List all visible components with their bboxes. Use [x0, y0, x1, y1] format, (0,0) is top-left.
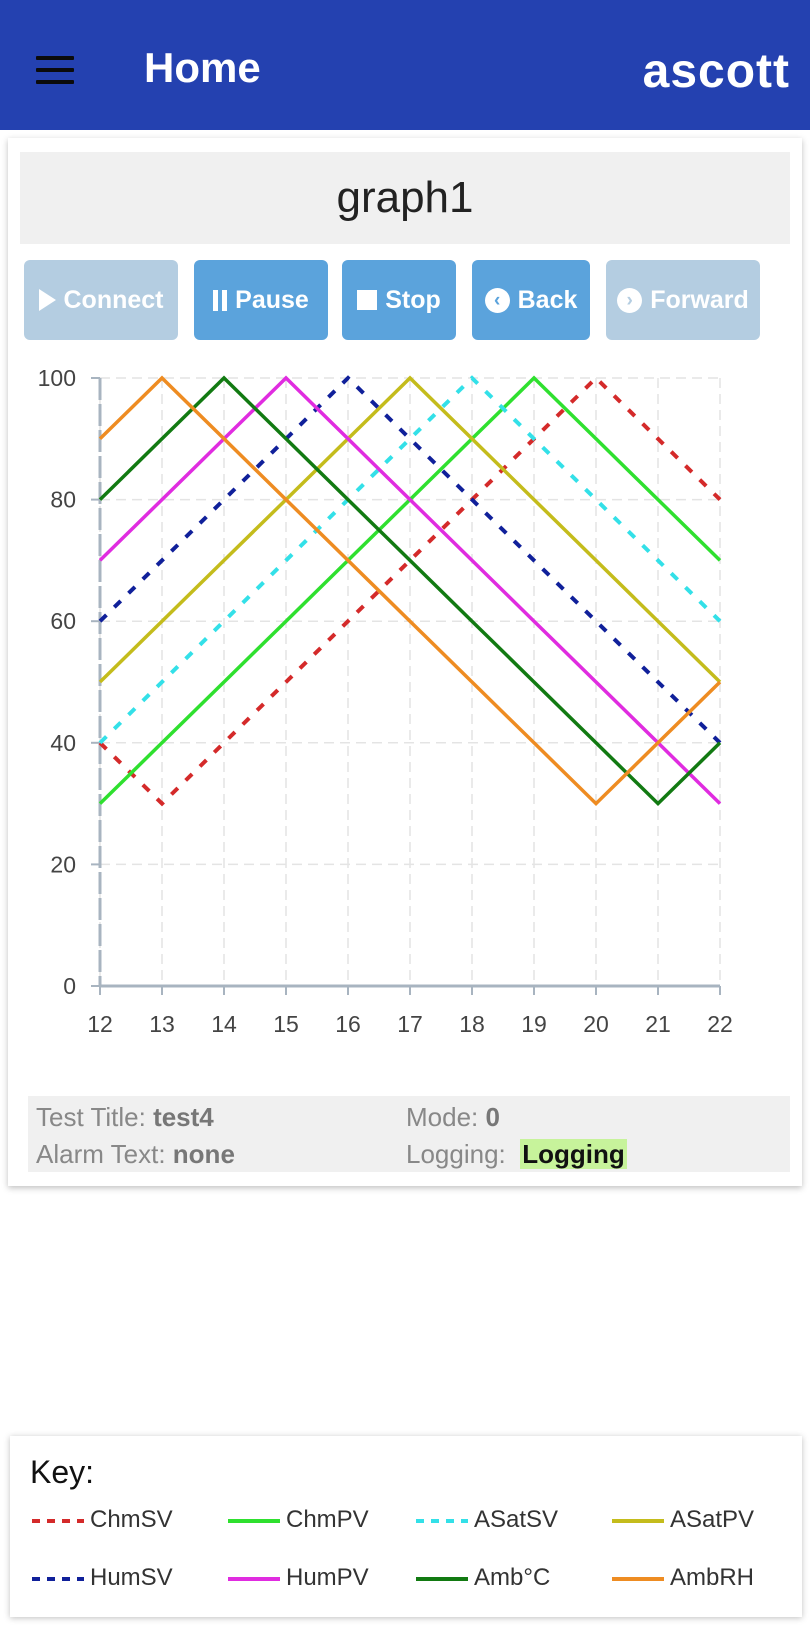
graph-title: graph1 [20, 152, 790, 244]
forward-button-label: Forward [650, 285, 749, 314]
back-button-label: Back [517, 285, 578, 314]
chevron-left-circle-icon: ‹ [484, 287, 510, 313]
test-title-row: Test Title: test4 [36, 1102, 214, 1133]
x-tick-label: 18 [459, 1011, 485, 1037]
app-bar: Home ascott [0, 0, 810, 130]
x-tick-label: 16 [335, 1011, 361, 1037]
page-title: Home [144, 44, 261, 91]
legend-label: HumPV [286, 1564, 369, 1591]
x-tick-label: 14 [211, 1011, 237, 1037]
logging-status-badge: Logging [520, 1139, 627, 1169]
line-chart: 12 13 14 15 16 17 18 19 20 21 22 0 20 40 60 80 100 [38, 365, 733, 1037]
series-line-ambc [98, 375, 722, 807]
legend-label: ChmPV [286, 1506, 369, 1533]
legend-swatch [416, 1577, 468, 1581]
legend-item: ChmSV [30, 1506, 220, 1534]
legend-swatch [228, 1519, 280, 1523]
x-tick-label: 15 [273, 1011, 299, 1037]
chevron-right-circle-icon: › [617, 287, 643, 313]
play-icon [38, 289, 56, 311]
mode-row: Mode: 0 [406, 1102, 500, 1133]
pause-button-label: Pause [235, 285, 309, 314]
alarm-text-label: Alarm Text: [36, 1139, 166, 1169]
pause-button[interactable]: Pause [194, 260, 328, 340]
legend-swatch [612, 1577, 664, 1581]
legend-item: AmbRH [610, 1564, 800, 1592]
legend-item: ASatPV [610, 1506, 800, 1534]
x-tick-label: 13 [149, 1011, 175, 1037]
alarm-text-value: none [172, 1139, 235, 1169]
x-tick-label: 19 [521, 1011, 547, 1037]
legend-label: HumSV [90, 1564, 173, 1591]
x-tick-label: 17 [397, 1011, 423, 1037]
x-tick-label: 22 [707, 1011, 733, 1037]
legend-item: HumPV [226, 1564, 416, 1592]
x-tick-label: 12 [87, 1011, 113, 1037]
legend-swatch [32, 1577, 84, 1581]
stop-button[interactable]: Stop [342, 260, 456, 340]
legend-card: Key: ChmSV ChmPV ASatSV ASatPV HumSV HumPV Amb… [10, 1436, 802, 1617]
logging-row: Logging: Logging [406, 1139, 627, 1170]
series-line-asatpv [98, 375, 722, 684]
x-tick-label: 21 [645, 1011, 671, 1037]
series-line-ambrh [98, 375, 722, 807]
series-line-humpv [98, 375, 722, 805]
legend-label: ChmSV [90, 1506, 173, 1533]
legend-swatch [32, 1519, 84, 1523]
y-tick-label: 0 [63, 973, 76, 999]
mode-label: Mode: [406, 1102, 479, 1132]
alarm-text-row: Alarm Text: none [36, 1139, 235, 1170]
forward-button[interactable]: › Forward [606, 260, 760, 340]
status-panel: Test Title: test4 Alarm Text: none Mode:… [28, 1096, 790, 1172]
legend-label: AmbRH [670, 1564, 755, 1591]
legend-swatch [612, 1519, 664, 1523]
y-tick-label: 20 [50, 851, 76, 877]
pause-icon [213, 289, 228, 311]
y-tick-label: 60 [50, 608, 76, 634]
legend-label: Amb°C [474, 1564, 551, 1591]
legend-title: Key: [30, 1454, 95, 1490]
hamburger-menu-icon[interactable] [36, 56, 74, 84]
y-tick-label: 100 [38, 365, 76, 391]
stop-icon [357, 290, 378, 310]
test-title-value: test4 [153, 1102, 214, 1132]
x-tick-label: 20 [583, 1011, 609, 1037]
series-line-humsv [98, 375, 722, 745]
logging-label: Logging: [406, 1139, 506, 1169]
series-line-asatsv [98, 375, 722, 745]
y-tick-label: 80 [50, 487, 76, 513]
graph-card: graph1 Connect Pause Stop ‹ Back › Forwa… [8, 138, 802, 1186]
series-line-chmsv [98, 375, 722, 807]
connect-button-label: Connect [63, 285, 164, 314]
legend-item: ASatSV [414, 1506, 604, 1534]
mode-value: 0 [485, 1102, 500, 1132]
y-tick-label: 40 [50, 730, 76, 756]
brand-logo: ascott [642, 45, 790, 98]
legend-label: ASatPV [670, 1506, 755, 1533]
legend-swatch [228, 1577, 280, 1581]
legend-item: Amb°C [414, 1564, 604, 1592]
connect-button[interactable]: Connect [24, 260, 178, 340]
test-title-label: Test Title: [36, 1102, 146, 1132]
back-button[interactable]: ‹ Back [472, 260, 590, 340]
legend-label: ASatSV [474, 1506, 559, 1533]
legend-item: HumSV [30, 1564, 220, 1592]
stop-button-label: Stop [385, 285, 441, 314]
legend-swatch [416, 1519, 468, 1523]
legend-item: ChmPV [226, 1506, 416, 1534]
